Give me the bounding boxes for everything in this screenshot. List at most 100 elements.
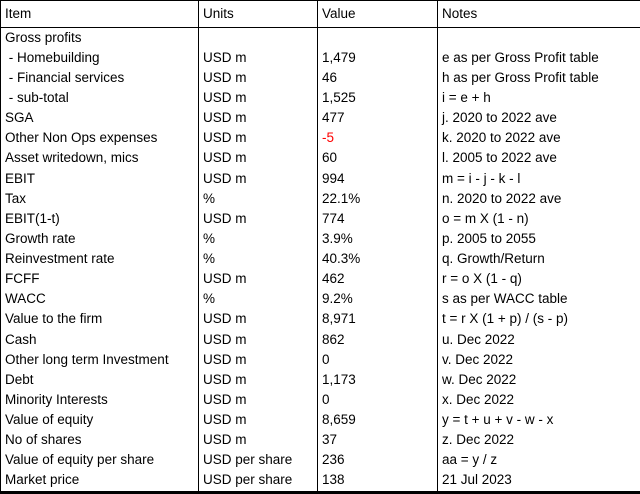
table-header: Item Units Value Notes: [0, 0, 640, 28]
table-row: Minority Interests USD m 0 x. Dec 2022: [1, 390, 640, 411]
cell-notes: n. 2020 to 2022 ave: [437, 189, 640, 210]
cell-value: 774: [317, 209, 438, 230]
cell-value: 37: [317, 430, 438, 451]
table-row: Other long term Investment USD m 0 v. Dec 2…: [1, 350, 640, 371]
cell-notes: h as per Gross Profit table: [437, 68, 640, 89]
cell-value: 138: [317, 470, 438, 493]
cell-notes: z. Dec 2022: [437, 430, 640, 451]
cell-notes: i = e + h: [437, 88, 640, 109]
cell-units: %: [198, 189, 318, 210]
cell-value: 40.3%: [317, 249, 438, 270]
cell-value: 462: [317, 269, 438, 290]
table-row: Cash USD m 862 u. Dec 2022: [1, 329, 640, 350]
cell-item: Other Non Ops expenses: [5, 130, 158, 146]
table-row: Value of equity USD m 8,659 y = t + u + v -…: [1, 410, 640, 431]
table-row: FCFF USD m 462 r = o X (1 - q): [1, 269, 640, 290]
cell-units: USD m: [198, 168, 318, 189]
cell-units: USD m: [198, 390, 318, 411]
cell-value: 8,659: [317, 410, 438, 431]
table-row: - Financial services USD m 46 h as per Gros…: [1, 68, 640, 89]
table-row: EBIT(1-t) USD m 774 o = m X (1 - n): [1, 209, 640, 230]
cell-value: 22.1%: [317, 189, 438, 210]
table-row: Growth rate% 3.9% p. 2005 to 2055: [1, 229, 640, 250]
cell-notes: aa = y / z: [437, 450, 640, 471]
cell-units: USD m: [198, 88, 318, 109]
cell-value: 8,971: [317, 309, 438, 330]
table-row: - Homebuilding USD m 1,479 e as per Gross P…: [1, 48, 640, 69]
cell-value: 60: [317, 148, 438, 169]
table-row: Asset writedown, mics USD m 60 l. 2005 to 2…: [1, 148, 640, 169]
table-row: SGA USD m 477 j. 2020 to 2022 ave: [1, 108, 640, 129]
cell-notes: q. Growth/Return: [437, 249, 640, 270]
cell-units: USD m: [198, 410, 318, 431]
cell-units: %: [198, 229, 318, 250]
cell-units: USD per share: [198, 470, 318, 493]
table-row: Market price USD per share 138 21 Jul 2023: [1, 470, 640, 493]
cell-value: 0: [317, 350, 438, 371]
table-row: Value to the firm USD m 8,971 t = r X (1 + …: [1, 309, 640, 330]
cell-value: 862: [317, 329, 438, 350]
table-row: No of shares USD m 37 z. Dec 2022: [1, 430, 640, 451]
table-row: Tax% 22.1% n. 2020 to 2022 ave: [1, 189, 640, 210]
cell-item: Debt: [5, 371, 34, 387]
cell-item: Gross profits: [5, 29, 82, 45]
cell-value: 3.9%: [317, 229, 438, 250]
cell-notes: e as per Gross Profit table: [437, 48, 640, 69]
cell-item: No of shares: [5, 432, 82, 448]
cell-item: EBIT: [5, 170, 36, 186]
cell-units: USD m: [198, 48, 318, 69]
cell-value: 477: [317, 108, 438, 129]
cell-item: - sub-total: [5, 90, 69, 106]
cell-units: USD m: [198, 269, 318, 290]
cell-item: SGA: [5, 110, 34, 126]
cell-units: [198, 27, 318, 49]
cell-units: USD m: [198, 148, 318, 169]
cell-value: 994: [317, 168, 438, 189]
header-row: Item Units Value Notes: [0, 0, 640, 28]
cell-notes: [437, 27, 640, 49]
cell-value: 1,525: [317, 88, 438, 109]
cell-value: 0: [317, 390, 438, 411]
table-row: Debt USD m 1,173 w. Dec 2022: [1, 370, 640, 391]
cell-notes: t = r X (1 + p) / (s - p): [437, 309, 640, 330]
cell-units: USD m: [198, 108, 318, 129]
cell-notes: w. Dec 2022: [437, 370, 640, 391]
cell-item: - Financial services: [5, 69, 125, 85]
cell-units: %: [198, 289, 318, 310]
cell-item: - Homebuilding: [5, 49, 100, 65]
cell-notes: u. Dec 2022: [437, 329, 640, 350]
column-header-notes: Notes: [437, 0, 640, 28]
table-row: Value of equity per share USD per share 23…: [1, 450, 640, 471]
table-row: Other Non Ops expenses USD m -5 k. 2020 to …: [1, 128, 640, 149]
cell-units: %: [198, 249, 318, 270]
cell-item: EBIT(1-t): [5, 210, 60, 226]
cell-notes: r = o X (1 - q): [437, 269, 640, 290]
cell-item: Growth rate: [5, 230, 76, 246]
table-row: - sub-total USD m 1,525 i = e + h: [1, 88, 640, 109]
cell-item: Minority Interests: [5, 391, 108, 407]
cell-units: USD m: [198, 430, 318, 451]
column-header-item: Item: [0, 0, 199, 28]
cell-units: USD per share: [198, 450, 318, 471]
column-header-value: Value: [317, 0, 438, 28]
table-row: Gross profits: [1, 27, 640, 49]
table-body: Gross profits - Homebuilding USD m 1,479 e …: [1, 27, 640, 493]
cell-item: Value of equity per share: [5, 452, 155, 468]
cell-item: Asset writedown, mics: [5, 150, 139, 166]
cell-value: 9.2%: [317, 289, 438, 310]
cell-units: USD m: [198, 370, 318, 391]
table-row: Reinvestment rate% 40.3% q. Growth/Return: [1, 249, 640, 270]
cell-units: USD m: [198, 209, 318, 230]
cell-value: 1,479: [317, 48, 438, 69]
cell-notes: l. 2005 to 2022 ave: [437, 148, 640, 169]
cell-notes: o = m X (1 - n): [437, 209, 640, 230]
cell-notes: y = t + u + v - w - x: [437, 410, 640, 431]
cell-units: USD m: [198, 128, 318, 149]
cell-item: Value of equity: [5, 412, 94, 428]
cell-notes: j. 2020 to 2022 ave: [437, 108, 640, 129]
cell-item: Tax: [5, 190, 27, 206]
cell-notes: m = i - j - k - l: [437, 168, 640, 189]
column-header-units: Units: [198, 0, 318, 28]
